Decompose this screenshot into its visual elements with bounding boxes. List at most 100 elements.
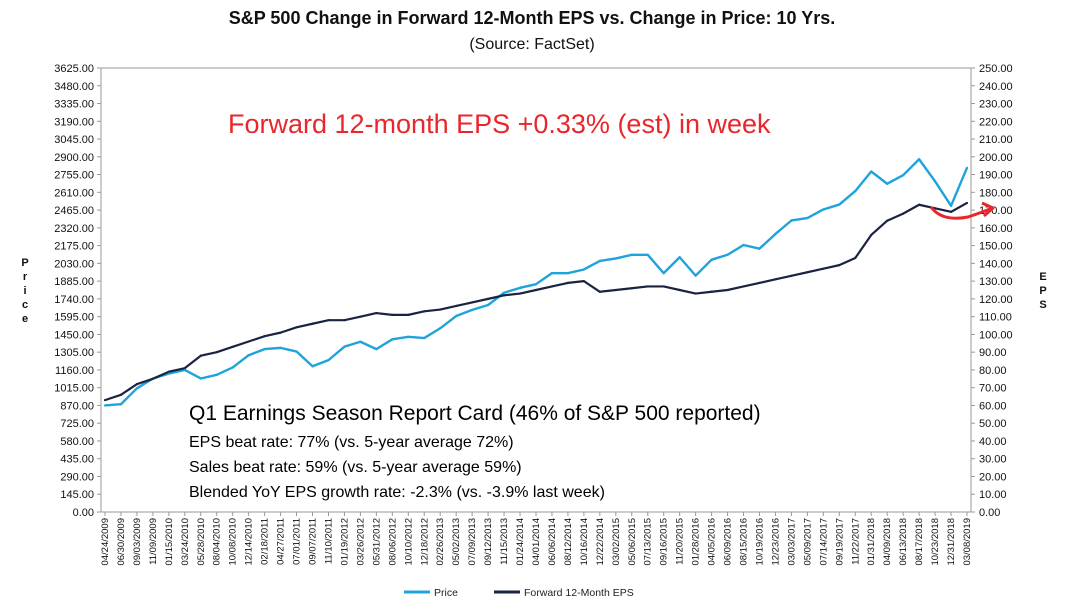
eps-point: [614, 288, 617, 292]
price-point: [598, 259, 601, 263]
x-tick-label: 12/14/2010: [244, 518, 255, 566]
x-tick-label: 01/24/2014: [515, 518, 526, 566]
eps-point: [231, 345, 234, 348]
report-card-eps-beat: EPS beat rate: 77% (vs. 5-year average 7…: [189, 434, 514, 451]
x-tick-label: 08/17/2018: [914, 518, 925, 566]
right-tick-label: 180.00: [979, 187, 1013, 199]
x-tick-label: 09/03/2009: [132, 518, 143, 566]
eps-point: [471, 301, 474, 304]
price-point: [758, 247, 761, 250]
eps-point: [949, 210, 953, 213]
eps-point: [263, 335, 266, 338]
left-tick-label: 1160.00: [55, 365, 94, 377]
x-tick-label: 04/01/2014: [531, 518, 542, 566]
eps-point: [886, 219, 889, 222]
left-tick-label: 1740.00: [54, 294, 94, 306]
eps-point: [215, 351, 218, 354]
eps-point: [375, 311, 378, 315]
right-tick-label: 250.00: [979, 63, 1013, 75]
left-tick-label: 2030.00: [54, 258, 94, 270]
eps-point: [965, 201, 969, 205]
price-point: [582, 268, 585, 271]
eps-point: [838, 264, 841, 267]
eps-point: [582, 280, 585, 283]
axis-label-letter: c: [22, 299, 28, 311]
eps-point: [726, 288, 729, 292]
price-point: [662, 272, 665, 275]
x-tick-label: 01/28/2016: [691, 518, 702, 566]
eps-point: [439, 308, 442, 311]
price-point: [742, 243, 745, 247]
left-tick-label: 1015.00: [54, 383, 94, 395]
eps-points: [103, 201, 969, 402]
right-axis-label: EPS: [1039, 271, 1046, 311]
price-points: [103, 158, 969, 407]
eps-point: [407, 313, 410, 316]
price-point: [279, 346, 282, 349]
x-tick-label: 12/23/2016: [770, 518, 781, 566]
eps-point: [918, 203, 921, 206]
eps-point: [902, 212, 905, 215]
price-point: [199, 377, 202, 380]
x-tick-label: 07/09/2013: [467, 518, 478, 566]
report-card-growth: Blended YoY EPS growth rate: -2.3% (vs. …: [189, 484, 605, 501]
left-tick-label: 435.00: [60, 454, 94, 466]
price-point: [806, 216, 809, 220]
left-tick-label: 1885.00: [54, 276, 94, 288]
x-tick-label: 10/23/2018: [930, 518, 941, 566]
price-point: [263, 347, 266, 351]
price-point: [135, 387, 139, 390]
left-tick-label: 0.00: [73, 507, 94, 519]
right-tick-label: 0.00: [979, 507, 1000, 519]
x-tick-label: 09/16/2015: [659, 518, 670, 566]
right-axis-ticks: 250.00 240.00 230.00 220.00 210.00 200.00 190.…: [971, 63, 1013, 519]
eps-point: [518, 292, 522, 295]
eps-point: [151, 377, 154, 380]
x-tick-label: 09/07/2011: [308, 518, 319, 565]
eps-point: [822, 267, 825, 270]
eps-point: [758, 281, 761, 284]
right-tick-label: 110.00: [979, 312, 1012, 324]
price-point: [518, 286, 522, 289]
x-tick-label: 02/26/2013: [435, 518, 446, 566]
eps-point: [502, 294, 506, 297]
left-tick-label: 725.00: [60, 418, 94, 430]
price-point: [614, 257, 617, 260]
right-tick-label: 200.00: [979, 152, 1013, 164]
price-point: [726, 253, 729, 256]
x-tick-label: 10/19/2016: [754, 518, 765, 566]
x-tick-label: 03/08/2019: [962, 518, 973, 566]
right-tick-label: 30.00: [979, 454, 1007, 466]
axis-label-letter: P: [1039, 285, 1046, 297]
price-point: [119, 403, 123, 406]
x-tick-label: 01/31/2018: [866, 518, 877, 566]
x-tick-label: 10/08/2010: [228, 518, 239, 566]
left-axis-label: Price: [21, 257, 28, 325]
x-tick-label: 08/04/2010: [212, 518, 223, 566]
price-point: [886, 182, 889, 185]
x-tick-label: 07/01/2011: [292, 518, 303, 565]
right-tick-label: 160.00: [979, 223, 1013, 235]
eps-point: [455, 304, 458, 308]
price-point: [790, 219, 793, 222]
callout-arrow-curve: [929, 206, 991, 220]
callout-arrow-head: [981, 201, 995, 218]
price-point: [933, 180, 937, 183]
x-tick-label: 01/19/2012: [339, 518, 350, 566]
left-tick-label: 1305.00: [54, 347, 94, 359]
x-tick-label: 07/14/2017: [818, 518, 829, 566]
right-tick-label: 220.00: [979, 116, 1013, 128]
price-point: [774, 232, 777, 236]
price-point: [423, 336, 426, 340]
x-tick-label: 03/26/2012: [355, 518, 366, 566]
axis-label-letter: P: [21, 257, 28, 269]
price-point: [487, 303, 490, 307]
x-tick-label: 03/24/2010: [180, 518, 191, 566]
right-tick-label: 190.00: [979, 170, 1013, 182]
price-point: [311, 365, 314, 368]
left-axis-ticks: 3625.00 3480.00 3335.00 3190.00 3045.00 2900.…: [54, 63, 101, 519]
left-tick-label: 3190.00: [54, 116, 94, 128]
right-tick-label: 130.00: [979, 276, 1013, 288]
left-tick-label: 2900.00: [54, 152, 94, 164]
price-point: [295, 350, 298, 353]
